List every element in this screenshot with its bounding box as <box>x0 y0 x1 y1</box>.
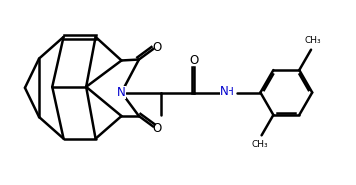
Text: CH₃: CH₃ <box>251 140 268 149</box>
Text: CH₃: CH₃ <box>305 36 321 45</box>
Text: N: N <box>117 86 126 99</box>
Text: O: O <box>153 41 162 54</box>
Text: O: O <box>153 122 162 135</box>
Text: H: H <box>226 87 234 97</box>
Text: N: N <box>220 85 229 98</box>
Text: O: O <box>190 53 199 66</box>
